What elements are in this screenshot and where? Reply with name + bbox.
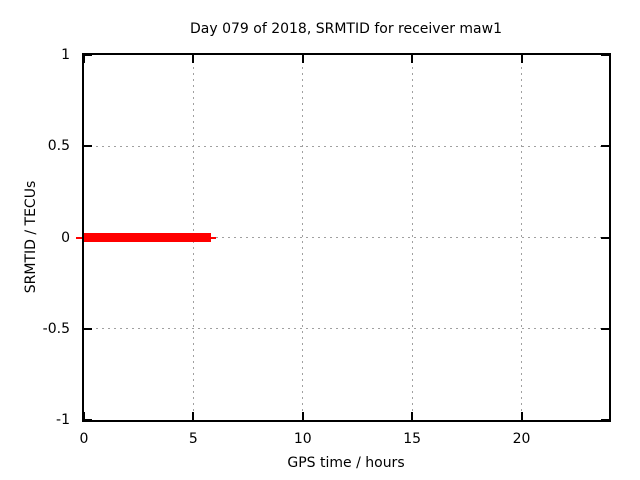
y-tick-mark-left — [84, 54, 92, 56]
y-gridline — [84, 328, 609, 330]
plot-area — [76, 54, 609, 421]
y-tick-mark-left — [84, 145, 92, 148]
x-tick-label: 20 — [512, 431, 531, 447]
y-tick-mark-right — [601, 327, 609, 330]
x-axis-label: GPS time / hours — [287, 455, 405, 471]
x-tick-mark-bottom — [301, 412, 304, 420]
x-tick-mark-top — [411, 55, 414, 63]
y-tick-mark-right — [601, 54, 609, 56]
x-tick-mark-top — [192, 55, 195, 63]
y-gridline — [84, 237, 609, 238]
y-tick-mark-right — [601, 145, 609, 148]
x-tick-mark-bottom — [192, 412, 195, 420]
y-tick-mark-right — [601, 236, 609, 239]
y-gridline — [84, 145, 609, 147]
x-tick-mark-top — [301, 55, 304, 63]
x-tick-mark-bottom — [520, 412, 523, 420]
x-tick-mark-top — [520, 55, 523, 63]
x-tick-mark-top — [83, 55, 85, 63]
y-tick-mark-right — [601, 419, 609, 421]
x-tick-mark-bottom — [411, 412, 414, 420]
y-tick-label: 1 — [61, 47, 70, 63]
chart-title: Day 079 of 2018, SRMTID for receiver maw… — [190, 21, 502, 37]
y-axis-label: SRMTID / TECUs — [23, 180, 39, 294]
x-tick-label: 10 — [293, 431, 312, 447]
x-tick-mark-bottom — [83, 412, 85, 420]
x-tick-label: 0 — [79, 431, 89, 447]
x-tick-label: 5 — [188, 431, 198, 447]
y-tick-label: 0 — [61, 229, 70, 246]
x-tick-label: 15 — [403, 431, 422, 447]
series-SRMTID-connecting-line — [76, 236, 217, 239]
y-tick-mark-left — [84, 327, 92, 330]
y-tick-label: -1 — [56, 412, 70, 428]
y-tick-label: -0.5 — [42, 320, 70, 337]
y-tick-label: 0.5 — [47, 138, 70, 155]
y-tick-mark-left — [84, 419, 92, 421]
